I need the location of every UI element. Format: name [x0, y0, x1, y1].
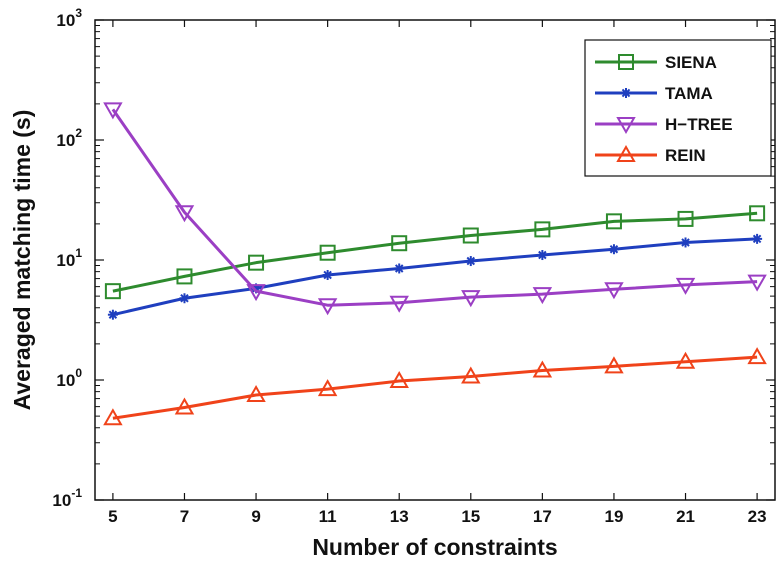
y-tick-label: 100: [56, 366, 82, 390]
data-point: [675, 351, 696, 369]
data-point: [534, 221, 551, 238]
marker-stroke: [609, 244, 619, 254]
data-point: [532, 287, 553, 305]
legend: SIENA TAMA H−TREE REIN: [584, 39, 772, 177]
marker-stroke: [752, 234, 762, 244]
marker-stroke: [466, 256, 476, 266]
data-point: [317, 379, 338, 397]
data-point: [391, 235, 408, 252]
plot-layer: [103, 102, 767, 426]
ticks-layer: 5 7 9 11 13 15 17 19 21 23 10-1 100 101 102 103: [52, 6, 775, 526]
legend-label: TAMA: [665, 84, 713, 103]
data-point: [248, 254, 265, 271]
x-tick-label: 7: [180, 507, 189, 526]
x-tick-label: 9: [251, 507, 260, 526]
marker-stroke: [180, 294, 189, 303]
data-point: [537, 250, 548, 261]
data-point: [104, 283, 121, 300]
data-point: [174, 205, 195, 223]
data-point: [389, 371, 409, 389]
data-point: [103, 408, 123, 426]
marker-stroke: [394, 264, 404, 273]
x-tick-label: 17: [533, 507, 552, 526]
y-axis-title: Averaged matching time (s): [9, 110, 35, 411]
y-tick-label: 10-1: [52, 486, 82, 510]
x-tick-label: 23: [748, 507, 767, 526]
data-point: [103, 102, 123, 120]
legend-label: H−TREE: [665, 115, 733, 134]
x-tick-label: 11: [319, 507, 337, 526]
data-point: [465, 256, 476, 267]
data-point: [461, 290, 481, 308]
data-point: [747, 274, 767, 292]
x-tick-label: 19: [604, 507, 623, 526]
data-point: [174, 397, 195, 415]
data-point: [461, 366, 481, 384]
data-point: [394, 263, 405, 274]
data-point: [462, 227, 479, 244]
marker-stroke: [108, 310, 118, 319]
data-point: [747, 347, 767, 365]
y-tick-label: 103: [56, 6, 82, 30]
marker-stroke: [323, 270, 332, 280]
data-point: [389, 295, 409, 313]
marker-stroke: [621, 88, 631, 98]
x-tick-label: 15: [461, 507, 480, 526]
data-point: [107, 309, 118, 320]
data-point: [604, 356, 624, 374]
legend-marker: [616, 117, 636, 135]
series-line-2: [111, 108, 758, 307]
data-point: [608, 244, 619, 255]
data-point: [749, 205, 766, 222]
x-tick-label: 13: [390, 507, 409, 526]
y-tick-label: 102: [56, 126, 82, 150]
data-point: [605, 213, 622, 230]
x-tick-label: 5: [108, 507, 117, 526]
data-point: [680, 237, 691, 248]
data-point: [532, 360, 553, 378]
x-axis-title: Number of constraints: [312, 534, 557, 560]
legend-label: SIENA: [665, 53, 717, 72]
series-line-1: [112, 237, 758, 317]
data-point: [179, 293, 190, 304]
data-point: [246, 384, 266, 402]
legend-label: REIN: [665, 146, 706, 165]
legend-marker: [621, 88, 631, 98]
data-point: [319, 244, 336, 261]
y-tick-label: 101: [56, 246, 82, 270]
x-tick-label: 21: [676, 507, 695, 526]
data-point: [322, 269, 333, 280]
marker-stroke: [681, 238, 690, 247]
data-point: [677, 210, 694, 227]
data-point: [246, 284, 266, 302]
data-point: [675, 277, 696, 295]
marker-stroke: [538, 250, 547, 260]
series-line-3: [112, 355, 758, 420]
data-point: [604, 282, 624, 300]
legend-marker: [616, 144, 636, 162]
data-point: [752, 233, 763, 244]
series-line-0: [112, 211, 758, 293]
data-point: [176, 268, 193, 285]
legend-marker: [618, 54, 634, 70]
data-point: [317, 298, 338, 316]
